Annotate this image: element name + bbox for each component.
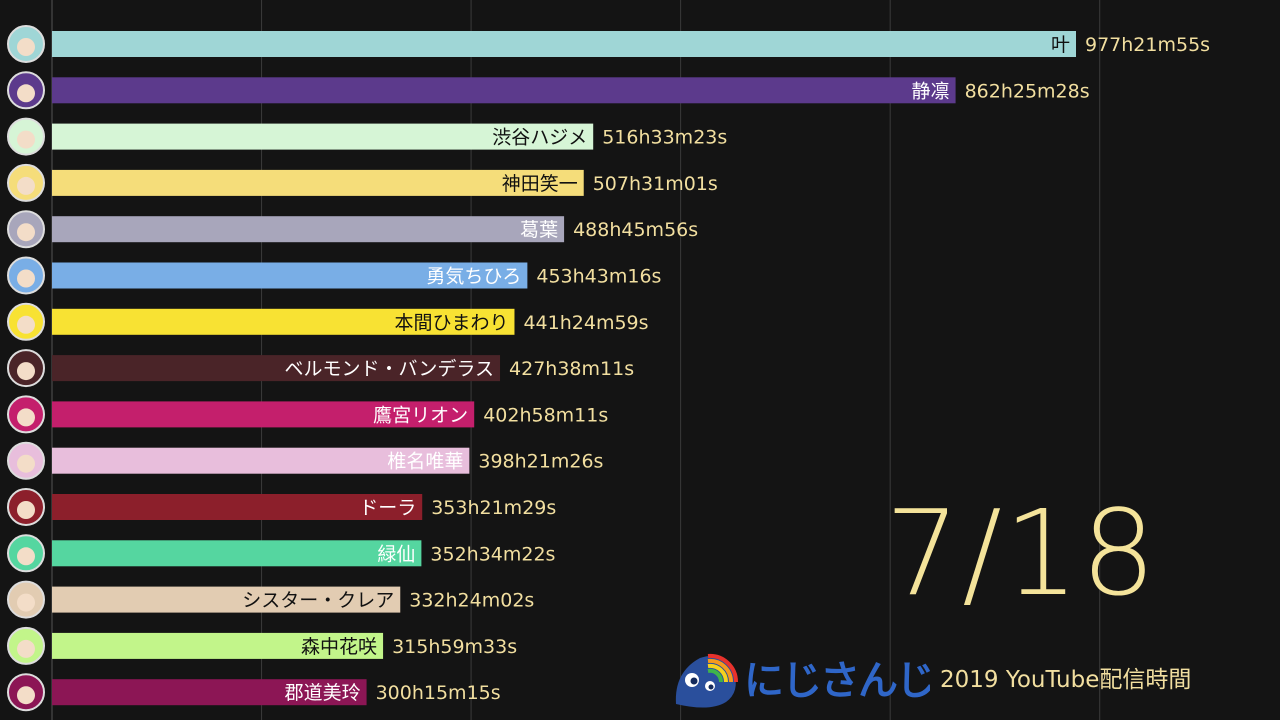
avatar-face-icon: [17, 315, 35, 334]
chart-caption: 2019 YouTube配信時間: [940, 667, 1192, 693]
avatar-face-icon: [17, 639, 35, 658]
bar-value-label: 352h34m22s: [430, 543, 555, 565]
bar-name-label: 神田笑一: [502, 173, 578, 195]
bar-name-label: 渋谷ハジメ: [492, 127, 587, 149]
avatar-face-icon: [17, 38, 35, 56]
bar: [52, 31, 1076, 57]
avatar-face-icon: [17, 454, 35, 473]
bar-value-label: 398h21m26s: [478, 451, 603, 473]
bar-value-label: 300h15m15s: [376, 682, 501, 704]
bar: [52, 308, 515, 335]
bar: [52, 123, 594, 150]
bar: [52, 586, 401, 613]
bar-name-label: 鷹宮リオン: [373, 404, 468, 426]
bar: [52, 632, 384, 659]
nijisanji-logo: にじさんじ: [675, 653, 930, 708]
avatar-face-icon: [17, 223, 35, 242]
logo-mascot-icon: [675, 653, 739, 708]
avatar-face-icon: [17, 84, 35, 103]
bar: [52, 679, 367, 706]
bar-value-label: 353h21m29s: [431, 497, 556, 519]
bar-name-label: 森中花咲: [301, 636, 377, 658]
avatar-face-icon: [17, 593, 35, 612]
bar-name-label: 椎名唯華: [387, 451, 463, 473]
bar-value-label: 488h45m56s: [573, 219, 698, 241]
avatar-face-icon: [17, 130, 35, 149]
avatar-face-icon: [17, 686, 35, 705]
bar: [52, 169, 584, 196]
bar: [52, 494, 423, 520]
bar-value-label: 402h58m11s: [483, 404, 608, 426]
bar-name-label: 静凛: [912, 80, 950, 102]
date-label: 7/18: [885, 484, 1158, 622]
bar: [52, 447, 470, 474]
avatar-face-icon: [17, 176, 35, 195]
bar-name-label: 郡道美玲: [285, 682, 361, 704]
bar-value-label: 862h25m28s: [965, 80, 1090, 102]
bar-value-label: 315h59m33s: [392, 636, 517, 658]
bar-name-label: 緑仙: [377, 543, 415, 565]
bar: [52, 540, 422, 567]
avatar-face-icon: [17, 547, 35, 566]
bar-name-label: ベルモンド・バンデラス: [284, 358, 494, 380]
bar-name-label: ドーラ: [359, 497, 416, 519]
bar-value-label: 441h24m59s: [523, 312, 648, 334]
avatar-face-icon: [17, 501, 35, 519]
bar-value-label: 427h38m11s: [509, 358, 634, 380]
bar-name-label: 葛葉: [520, 219, 558, 241]
bar: [52, 355, 501, 382]
bar-name-label: 本間ひまわり: [394, 312, 508, 334]
bar-name-label: 叶: [1051, 34, 1070, 56]
bar-value-label: 977h21m55s: [1085, 34, 1210, 56]
bar-value-label: 453h43m16s: [536, 266, 661, 288]
bar-name-label: シスター・クレア: [242, 590, 394, 612]
bar-value-label: 332h24m02s: [409, 590, 534, 612]
avatar-face-icon: [17, 362, 35, 381]
avatar-face-icon: [17, 408, 35, 427]
bar-value-label: 516h33m23s: [602, 127, 727, 149]
bar-value-label: 507h31m01s: [593, 173, 718, 195]
avatar-face-icon: [17, 269, 35, 288]
bar-name-label: 勇気ちひろ: [426, 266, 521, 288]
logo-brand-text: にじさんじ: [744, 658, 930, 704]
bar: [52, 262, 528, 289]
bar: [52, 77, 956, 104]
bar: [52, 216, 565, 243]
bar: [52, 401, 475, 428]
